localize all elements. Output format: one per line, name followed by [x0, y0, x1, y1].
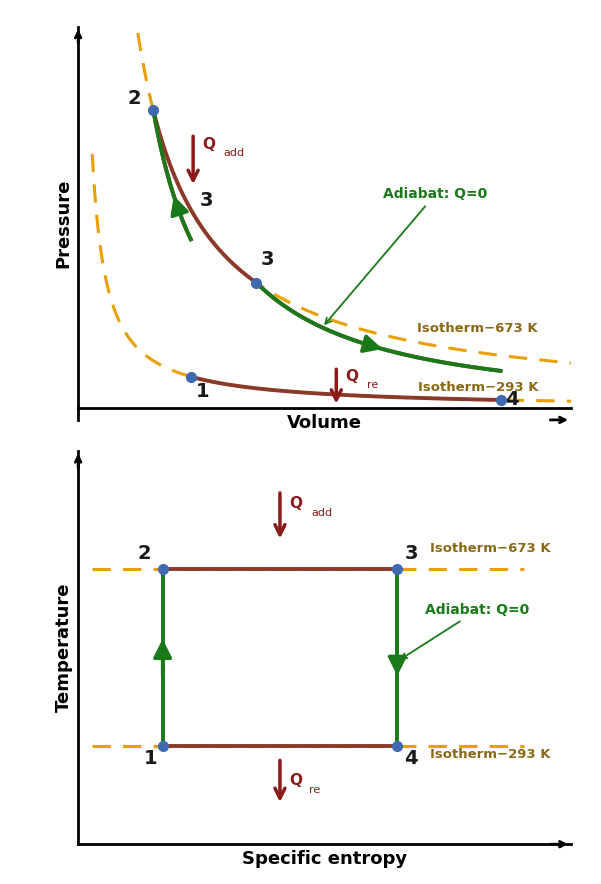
Text: 4: 4: [505, 391, 519, 409]
X-axis label: Volume: Volume: [287, 414, 362, 432]
X-axis label: Specific entropy: Specific entropy: [242, 850, 407, 868]
Text: 1: 1: [195, 383, 209, 401]
Text: 3: 3: [261, 250, 275, 270]
Text: re: re: [367, 380, 378, 391]
Text: 3: 3: [200, 191, 214, 210]
Text: Q: Q: [346, 369, 359, 384]
Y-axis label: Pressure: Pressure: [55, 179, 73, 268]
Text: Isotherm−673 K: Isotherm−673 K: [418, 322, 538, 335]
Text: add: add: [224, 149, 245, 158]
Text: 4: 4: [404, 749, 418, 767]
Text: 1: 1: [144, 749, 158, 767]
Text: Q: Q: [203, 137, 216, 152]
Text: Q: Q: [289, 496, 302, 511]
Text: 2: 2: [128, 89, 141, 108]
Text: Adiabat: Q=0: Adiabat: Q=0: [401, 603, 529, 659]
Text: Isotherm−673 K: Isotherm−673 K: [430, 542, 551, 555]
Text: 3: 3: [404, 544, 418, 563]
Text: Isotherm−293 K: Isotherm−293 K: [430, 748, 551, 761]
Text: re: re: [309, 785, 320, 795]
Text: 2: 2: [137, 544, 151, 563]
Text: add: add: [312, 507, 333, 518]
Y-axis label: Temperature: Temperature: [55, 583, 73, 713]
Text: Isotherm−293 K: Isotherm−293 K: [418, 381, 538, 393]
Text: Q: Q: [289, 774, 302, 789]
Text: Adiabat: Q=0: Adiabat: Q=0: [325, 187, 487, 324]
